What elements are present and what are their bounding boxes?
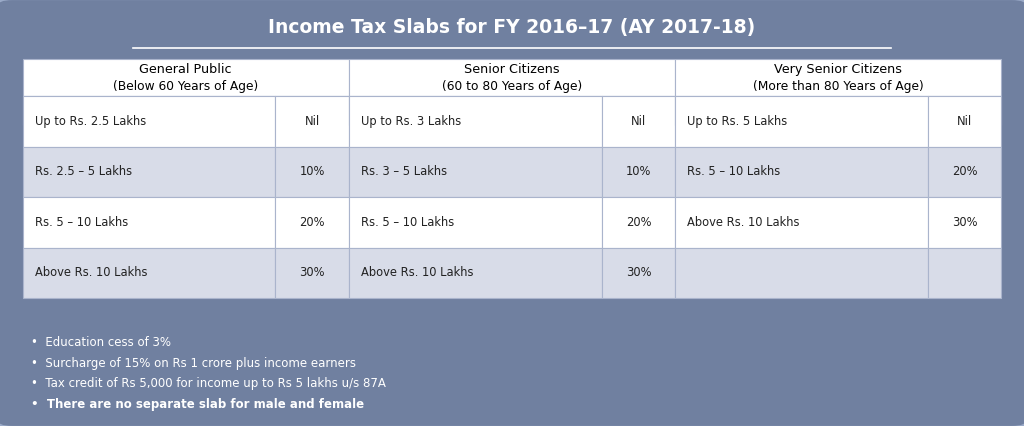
Text: Income Tax Slab: Income Tax Slab	[687, 104, 795, 117]
Text: Nil: Nil	[631, 115, 646, 128]
Bar	[675, 96, 928, 147]
Text: 10%: 10%	[626, 165, 651, 178]
Text: •  Surcharge of 15% on Rs 1 crore plus income earners: • Surcharge of 15% on Rs 1 crore plus in…	[31, 357, 355, 370]
Text: 20%: 20%	[626, 216, 651, 229]
Text: Nil: Nil	[304, 115, 319, 128]
Text: Very Senior Citizens: Very Senior Citizens	[774, 63, 902, 75]
Text: Up to Rs. 2.5 Lakhs: Up to Rs. 2.5 Lakhs	[35, 115, 146, 128]
Text: (60 to 80 Years of Age): (60 to 80 Years of Age)	[442, 80, 582, 92]
Text: Income Tax Slab: Income Tax Slab	[35, 104, 142, 117]
Text: Rs. 3 – 5 Lakhs: Rs. 3 – 5 Lakhs	[361, 165, 447, 178]
Text: Rs. 2.5 – 5 Lakhs: Rs. 2.5 – 5 Lakhs	[35, 165, 132, 178]
Text: Up to Rs. 5 Lakhs: Up to Rs. 5 Lakhs	[687, 115, 787, 128]
Text: 20%: 20%	[952, 165, 978, 178]
Bar	[602, 248, 675, 298]
Text: Nil: Nil	[957, 115, 973, 128]
Bar	[275, 147, 349, 197]
Bar	[602, 96, 675, 125]
Bar	[349, 248, 602, 298]
Bar	[602, 197, 675, 248]
Text: Up to Rs. 3 Lakhs: Up to Rs. 3 Lakhs	[361, 115, 462, 128]
Bar	[928, 147, 1001, 197]
Text: Rs. 5 – 10 Lakhs: Rs. 5 – 10 Lakhs	[35, 216, 128, 229]
Bar	[23, 96, 275, 147]
Bar	[23, 147, 275, 197]
Text: 10%: 10%	[299, 165, 325, 178]
Text: (Below 60 Years of Age): (Below 60 Years of Age)	[113, 80, 258, 92]
Bar	[349, 96, 602, 125]
Bar	[23, 96, 275, 125]
Bar	[675, 96, 928, 125]
Bar	[675, 59, 1001, 96]
Text: Income Tax Slab: Income Tax Slab	[361, 104, 468, 117]
Text: Above Rs. 10 Lakhs: Above Rs. 10 Lakhs	[35, 266, 147, 279]
Bar	[275, 197, 349, 248]
Text: •  Education cess of 3%: • Education cess of 3%	[31, 337, 171, 349]
Text: 30%: 30%	[626, 266, 651, 279]
Bar	[675, 147, 928, 197]
Bar	[23, 197, 275, 248]
Text: Rs. 5 – 10 Lakhs: Rs. 5 – 10 Lakhs	[687, 165, 780, 178]
Bar	[602, 96, 675, 147]
Text: 30%: 30%	[299, 266, 325, 279]
Text: (More than 80 Years of Age): (More than 80 Years of Age)	[753, 80, 924, 92]
Text: Senior Citizens: Senior Citizens	[464, 63, 560, 75]
Bar	[675, 197, 928, 248]
Bar	[928, 248, 1001, 298]
Text: Tax: Tax	[301, 104, 324, 117]
Text: •  Tax credit of Rs 5,000 for income up to Rs 5 lakhs u/s 87A: • Tax credit of Rs 5,000 for income up t…	[31, 377, 386, 390]
Text: Above Rs. 10 Lakhs: Above Rs. 10 Lakhs	[687, 216, 800, 229]
Text: Above Rs. 10 Lakhs: Above Rs. 10 Lakhs	[361, 266, 474, 279]
Text: •  There are no separate slab for male and female: • There are no separate slab for male an…	[31, 398, 364, 411]
Bar	[349, 147, 602, 197]
Text: Income Tax Slabs for FY 2016–17 (AY 2017-18): Income Tax Slabs for FY 2016–17 (AY 2017…	[268, 18, 756, 37]
Bar	[23, 248, 275, 298]
Text: 20%: 20%	[299, 216, 325, 229]
Bar	[349, 197, 602, 248]
Bar	[928, 96, 1001, 147]
Text: Tax: Tax	[953, 104, 976, 117]
Bar	[928, 96, 1001, 125]
Bar	[349, 59, 675, 96]
Text: Rs. 5 – 10 Lakhs: Rs. 5 – 10 Lakhs	[361, 216, 455, 229]
Bar	[275, 248, 349, 298]
Text: General Public: General Public	[139, 63, 231, 75]
Bar	[275, 96, 349, 147]
Bar	[602, 147, 675, 197]
Bar	[349, 96, 602, 147]
Text: Tax: Tax	[628, 104, 649, 117]
Bar	[928, 197, 1001, 248]
Text: 30%: 30%	[952, 216, 978, 229]
Bar	[675, 248, 928, 298]
Bar	[275, 96, 349, 125]
Bar	[23, 59, 349, 96]
